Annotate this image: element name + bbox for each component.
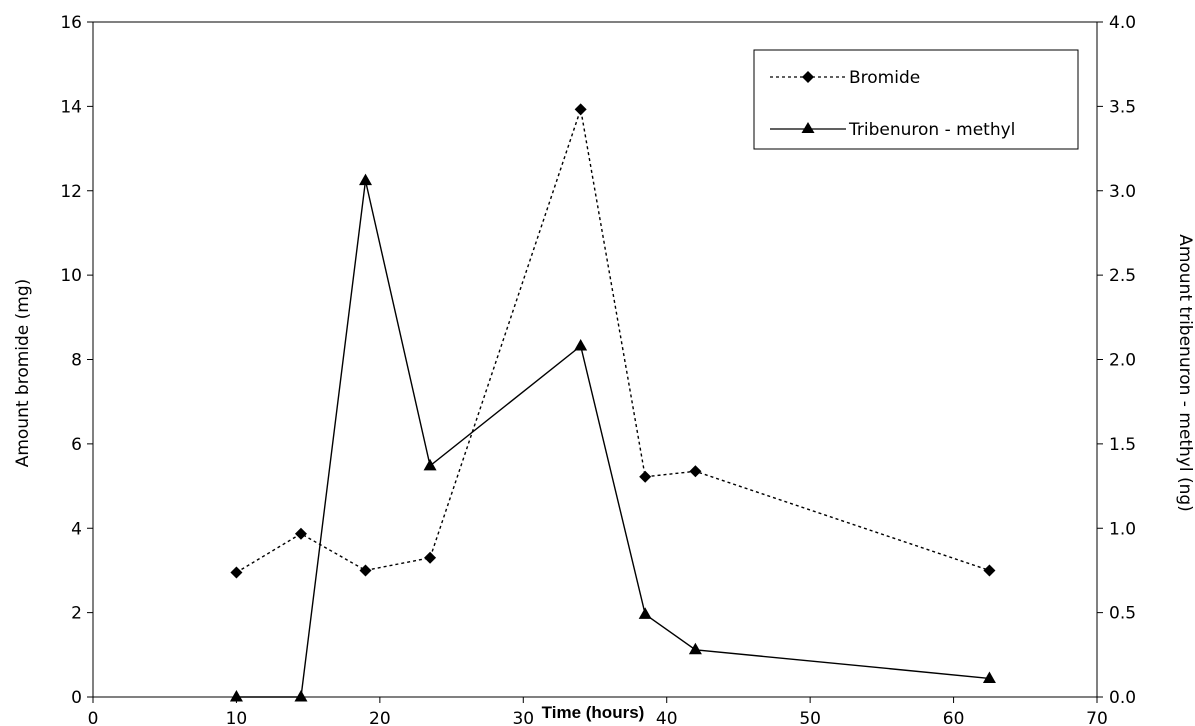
y-right-tick-label: 2.5 [1109,266,1136,286]
y-left-tick-label: 16 [60,13,82,33]
legend-tribenuron-label: Tribenuron - methyl [848,120,1015,140]
data-point-tribenuron-methyl [423,458,437,471]
y-left-tick-label: 10 [60,266,82,286]
data-point-tribenuron-methyl [982,671,996,683]
data-point-tribenuron-methyl [638,607,652,619]
y-right-tick-label: 0.5 [1109,604,1136,624]
x-tick-label: 0 [88,709,99,726]
y-left-tick-label: 4 [71,519,82,539]
legend: Bromide Tribenuron - methyl [753,49,1079,150]
y-right-tick-label: 4.0 [1109,13,1136,33]
y-left-tick-label: 12 [60,182,82,202]
data-point-bromide [689,465,702,478]
y-right-tick-label: 1.0 [1109,519,1136,539]
plot-area: 0 10 20 30 40 50 60 70 0 2 4 6 8 10 12 14 16 0.0 0.5 1.0 1.5… [60,13,1136,726]
y-right-tick-label: 3.0 [1109,182,1136,202]
legend-bromide-label: Bromide [849,68,920,88]
y-right-tick-label: 2.0 [1109,351,1136,371]
y-right-tick-label: 1.5 [1109,435,1136,455]
x-tick-label: 50 [799,709,821,726]
data-point-bromide [983,564,996,577]
x-tick-label: 60 [943,709,965,726]
legend-tribenuron-marker [801,122,815,133]
x-axis-title: Time (hours) [542,703,645,722]
series-line-bromide [236,109,990,574]
data-point-bromide [230,566,243,579]
x-tick-label: 40 [656,709,678,726]
data-point-tribenuron-methyl [294,690,308,702]
x-tick-label: 20 [369,709,391,726]
y-left-tick-label: 14 [60,97,82,117]
data-point-tribenuron-methyl [359,173,373,186]
y-axis-left-title: Amount bromide (mg) [13,279,33,468]
y-left-tick-label: 0 [71,688,82,708]
y-left-tick-label: 6 [71,435,82,455]
y-axis-right-title: Amount tribenuron - methyl (ng) [1175,234,1195,512]
y-left-tick-label: 2 [71,604,82,624]
series-line-tribenuron-methyl [236,180,990,698]
legend-bromide-marker [802,71,814,83]
y-right-tick-label: 3.5 [1109,97,1136,117]
data-point-tribenuron-methyl [574,339,588,351]
y-right-tick-label: 0.0 [1109,688,1136,708]
x-tick-label: 10 [226,709,248,726]
data-point-bromide [359,564,372,577]
data-point-bromide [574,103,587,116]
data-point-tribenuron-methyl [229,690,243,702]
x-tick-label: 70 [1086,709,1108,726]
data-point-tribenuron-methyl [688,642,702,655]
x-tick-label: 30 [512,709,534,726]
data-point-bromide [294,527,307,540]
y-left-tick-label: 8 [71,351,82,371]
data-point-bromide [424,551,437,564]
data-point-bromide [639,470,652,483]
